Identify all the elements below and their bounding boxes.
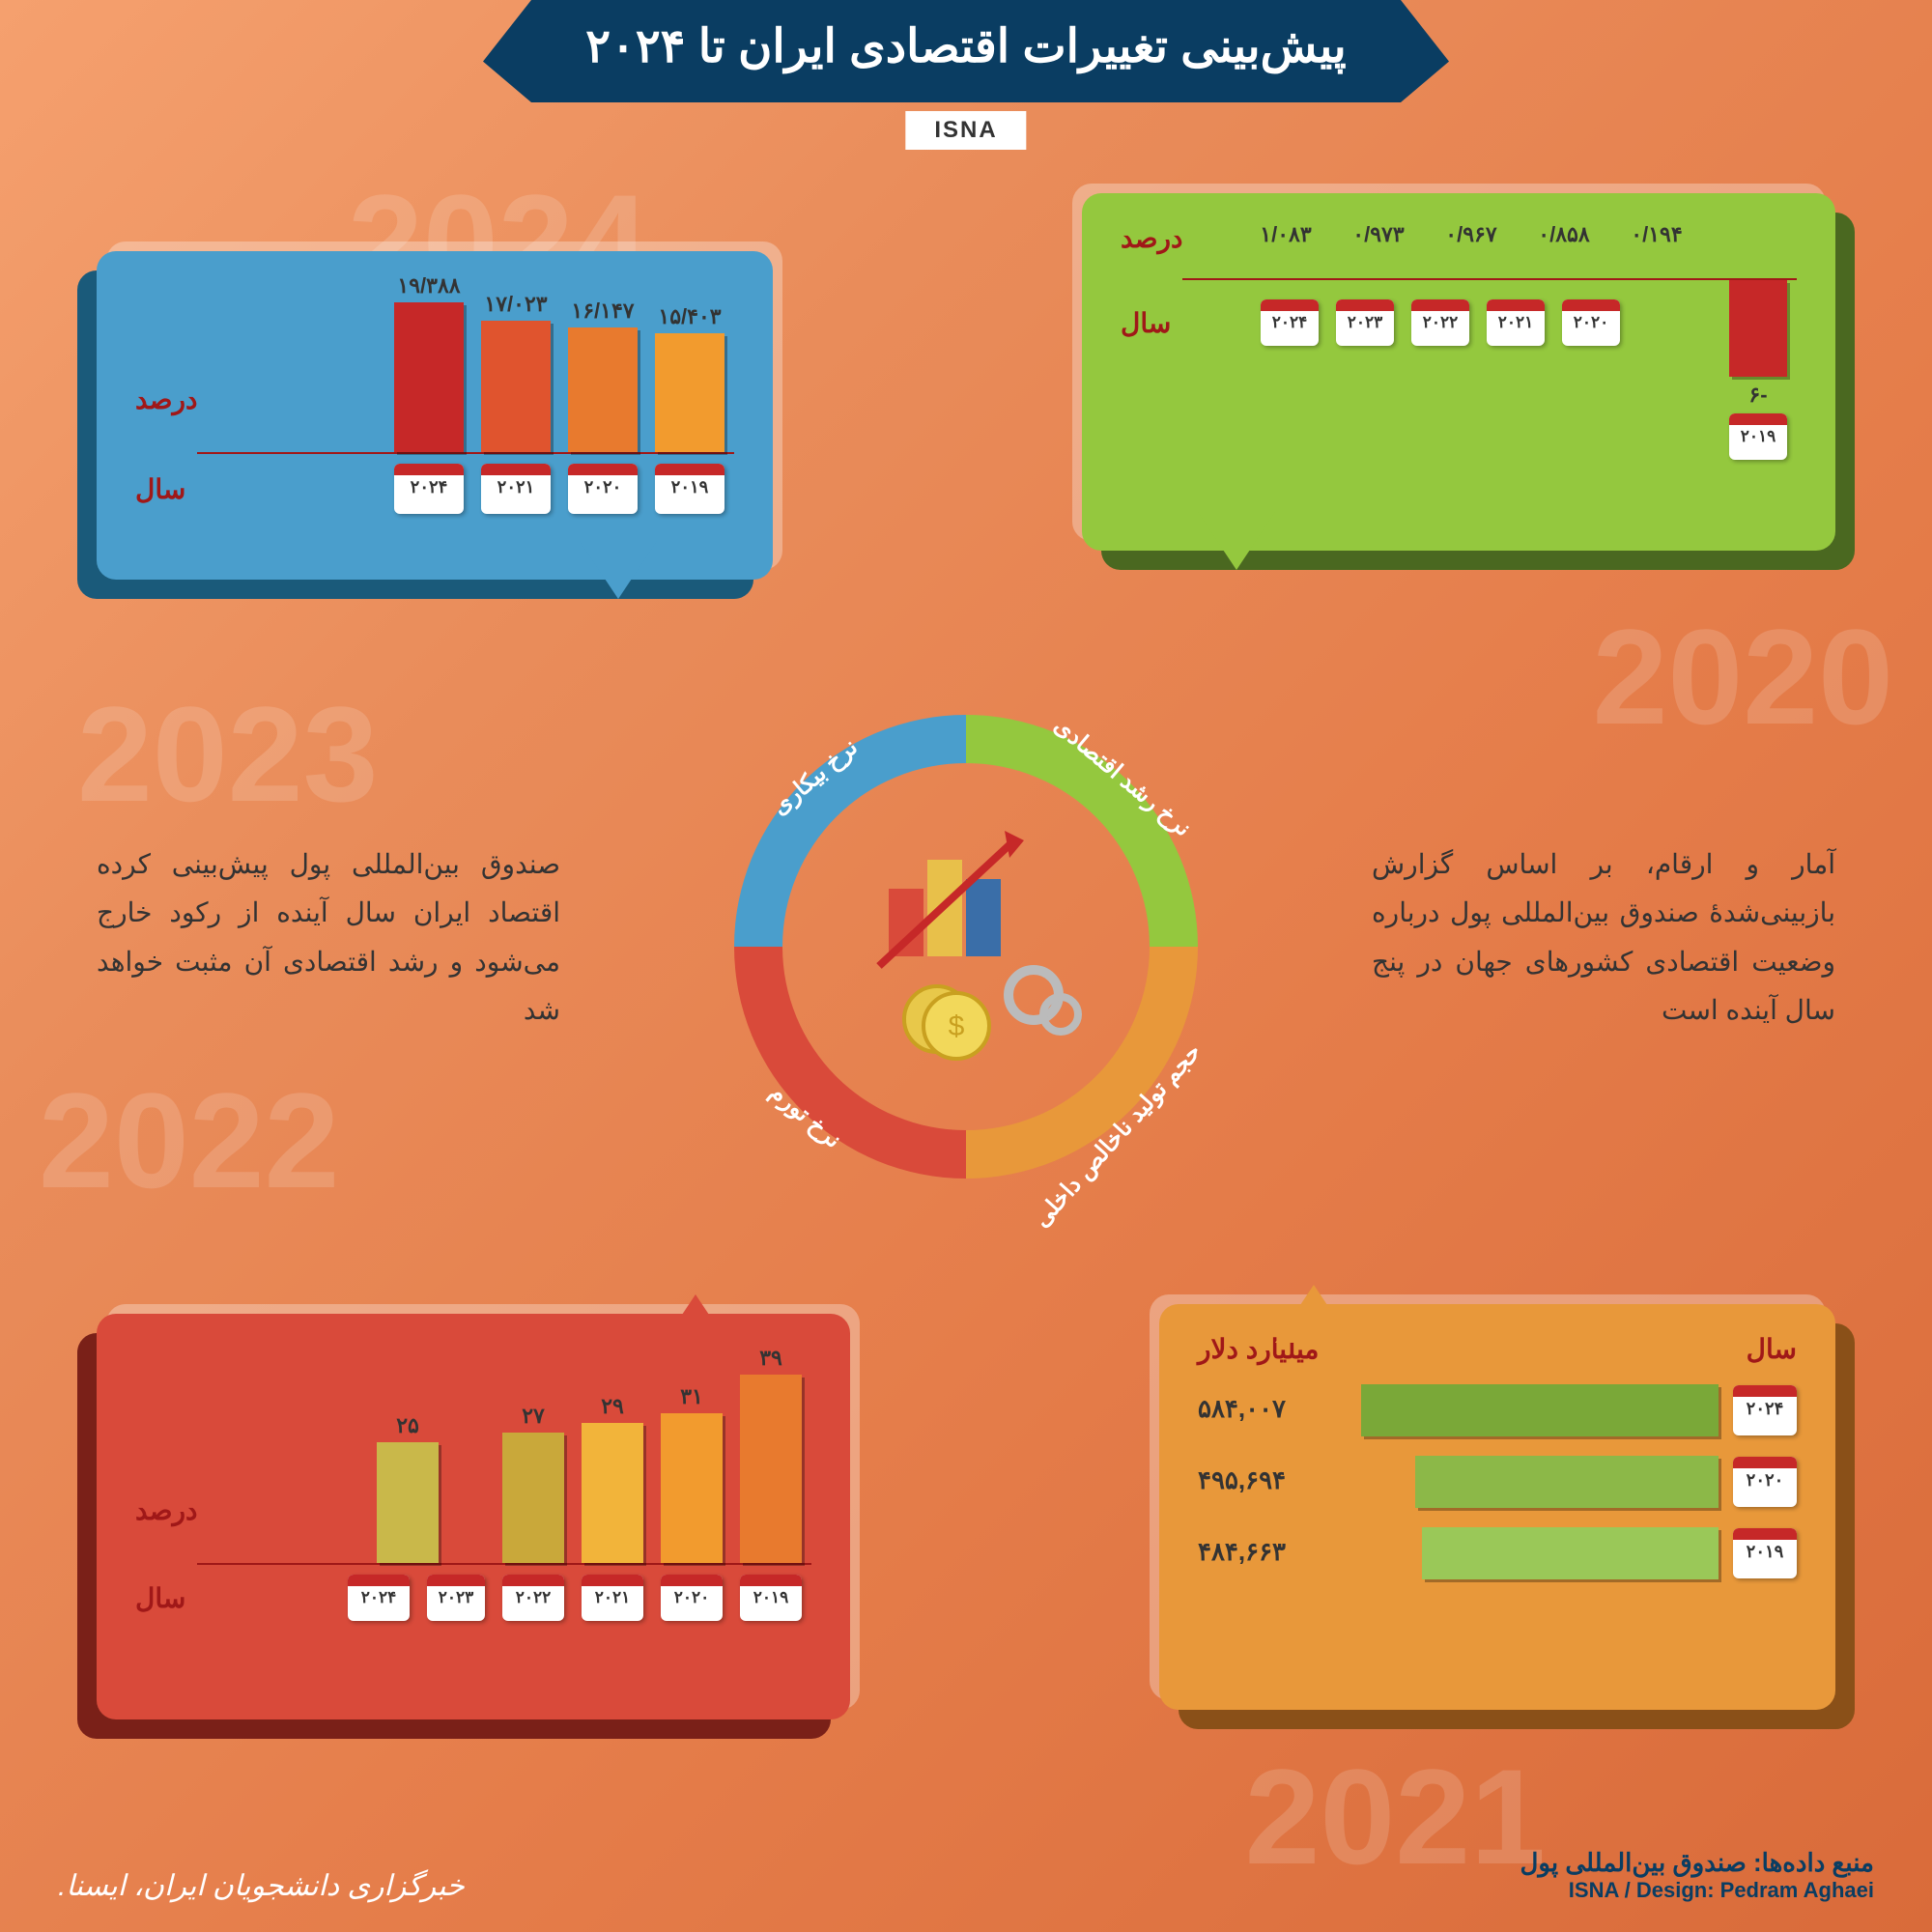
header-banner: پیش‌بینی تغییرات اقتصادی ایران تا ۲۰۲۴ — [483, 0, 1449, 102]
unemployment-chart: ۱۵/۴۰۳ ۱۶/۱۴۷ ۱۷/۰۲۳ ۱۹/۳۸۸ درصد ۲۰۱۹۲۰۲… — [135, 280, 734, 541]
inflation-bubble: ۳۹ ۳۱ ۲۹ ۲۷ ۲۵ درصد ۲۰۱۹۲۰۲۰۲۰۲۱۲۰۲۲۲۰۲۳… — [97, 1314, 850, 1719]
footer-agency: خبرگزاری دانشجویان ایران، ایسنا. — [58, 1869, 465, 1903]
inflation-bar: ۲۵ — [377, 1413, 439, 1563]
unemployment-bar: ۱۶/۱۴۷ — [568, 298, 638, 452]
unemployment-year-label: سال — [135, 473, 185, 505]
inflation-bar: ۳۱ — [661, 1384, 723, 1563]
inflation-percent-label: درصد — [135, 1494, 197, 1526]
gdp-bar-row: ۲۰۲۰ ۴۹۵,۶۹۴ — [1198, 1456, 1797, 1508]
gdp-bubble: سال میلیارد دلار ۲۰۲۴ ۵۸۴,۰۰۷ ۲۰۲۰ ۴۹۵,۶… — [1159, 1304, 1835, 1710]
paragraph-right: آمار و ارقام، بر اساس گزارش بازبینی‌شدهٔ… — [1372, 840, 1835, 1036]
growth-year-label: سال — [1121, 307, 1171, 339]
center-illustration: $ — [831, 811, 1101, 1082]
growth-chart: ۰/۱۹۴۰/۸۵۸۰/۹۶۷۰/۹۷۳۱/۰۸۳ درصد ۲۰۲۰۲۰۲۱۲… — [1121, 222, 1797, 512]
unemployment-bar: ۱۵/۴۰۳ — [655, 304, 724, 452]
footer-source: منبع داده‌ها: صندوق بین‌المللی پول ISNA … — [1520, 1848, 1874, 1903]
inflation-bar: ۳۹ — [740, 1346, 802, 1563]
unemployment-percent-label: درصد — [135, 384, 197, 415]
gdp-unit-label: میلیارد دلار — [1198, 1333, 1319, 1365]
unemployment-bar: ۱۷/۰۲۳ — [481, 292, 551, 452]
paragraph-left: صندوق بین‌المللی پول پیش‌بینی کرده اقتصا… — [97, 840, 560, 1036]
growth-bubble: ۰/۱۹۴۰/۸۵۸۰/۹۶۷۰/۹۷۳۱/۰۸۳ درصد ۲۰۲۰۲۰۲۱۲… — [1082, 193, 1835, 551]
brand-badge: ISNA — [905, 111, 1026, 150]
center-ring: نرخ رشد اقتصادی نرخ بیکاری نرخ تورم حجم … — [734, 715, 1198, 1179]
inflation-chart: ۳۹ ۳۱ ۲۹ ۲۷ ۲۵ درصد ۲۰۱۹۲۰۲۰۲۰۲۱۲۰۲۲۲۰۲۳… — [135, 1343, 811, 1681]
inflation-bar: ۲۷ — [502, 1404, 564, 1563]
gdp-bar-row: ۲۰۲۴ ۵۸۴,۰۰۷ — [1198, 1384, 1797, 1436]
gdp-chart: سال میلیارد دلار ۲۰۲۴ ۵۸۴,۰۰۷ ۲۰۲۰ ۴۹۵,۶… — [1198, 1333, 1797, 1671]
unemployment-bubble: ۱۵/۴۰۳ ۱۶/۱۴۷ ۱۷/۰۲۳ ۱۹/۳۸۸ درصد ۲۰۱۹۲۰۲… — [97, 251, 773, 580]
inflation-year-label: سال — [135, 1582, 185, 1614]
gdp-year-label: سال — [1747, 1333, 1797, 1365]
svg-text:$: $ — [949, 1010, 965, 1042]
page-title: پیش‌بینی تغییرات اقتصادی ایران تا ۲۰۲۴ — [522, 19, 1410, 73]
inflation-bar: ۲۹ — [582, 1394, 643, 1563]
unemployment-bar: ۱۹/۳۸۸ — [394, 273, 464, 452]
growth-percent-label: درصد — [1121, 222, 1182, 254]
gdp-bar-row: ۲۰۱۹ ۴۸۴,۶۶۳ — [1198, 1527, 1797, 1579]
